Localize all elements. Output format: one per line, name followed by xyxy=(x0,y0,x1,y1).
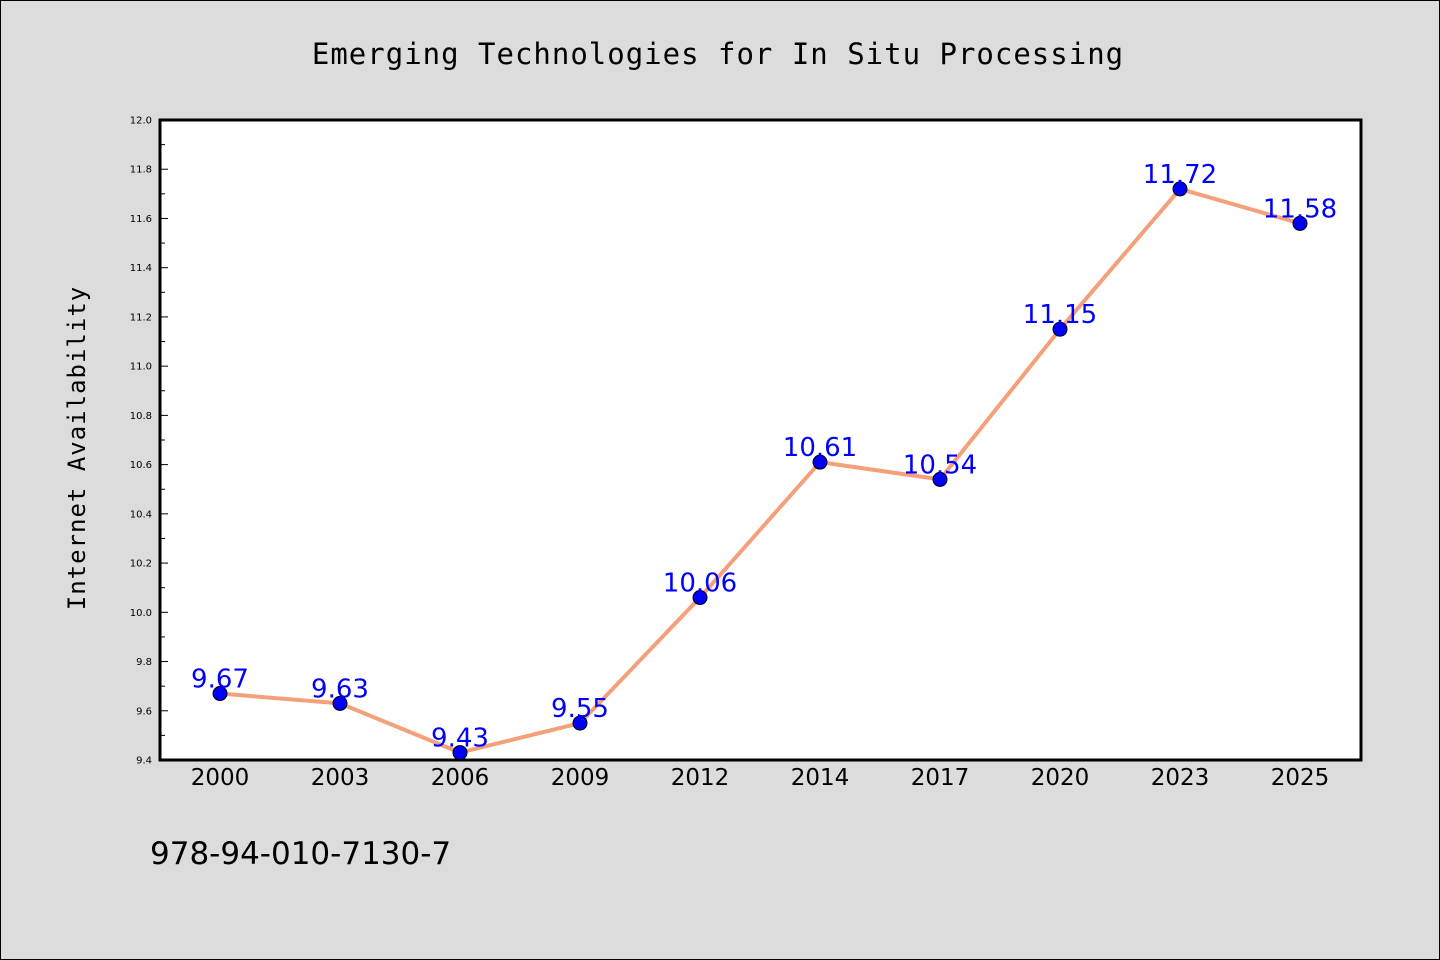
x-tick-label: 2014 xyxy=(791,765,850,791)
y-tick-label: 11.6 xyxy=(130,214,152,225)
data-label: 9.43 xyxy=(431,724,489,754)
y-tick-label: 11.0 xyxy=(130,362,152,373)
x-tick-label: 2003 xyxy=(311,765,370,791)
data-label: 9.63 xyxy=(311,674,369,704)
y-tick-label: 10.4 xyxy=(130,509,152,520)
data-label: 11.15 xyxy=(1023,300,1097,330)
x-tick-label: 2017 xyxy=(911,765,970,791)
data-point xyxy=(572,715,588,731)
y-tick-label: 10.2 xyxy=(130,559,152,570)
x-axis: 2000 2003 2006 2009 2012 2014 2017 2020 2023 2025 xyxy=(191,765,1330,791)
x-tick-label: 2020 xyxy=(1031,765,1090,791)
data-label: 10.54 xyxy=(903,450,977,480)
y-tick-label: 11.2 xyxy=(130,312,152,323)
y-tick-label: 9.8 xyxy=(136,657,152,668)
data-label: 10.06 xyxy=(663,569,737,599)
data-label: 9.67 xyxy=(191,665,249,695)
y-tick-label: 10.6 xyxy=(130,460,152,471)
x-tick-label: 2023 xyxy=(1151,765,1210,791)
data-label: 11.58 xyxy=(1263,194,1337,224)
data-point xyxy=(692,590,708,606)
data-point xyxy=(812,454,828,470)
y-axis-label: Internet Availability xyxy=(63,286,91,610)
data-point xyxy=(1052,321,1068,337)
y-axis: 9.4 9.6 9.8 10.0 10.2 10.4 10.6 10.8 11.0 11.2 11.… xyxy=(130,116,168,767)
y-tick-label: 11.4 xyxy=(130,263,152,274)
footer-code: 978-94-010-7130-7 xyxy=(150,836,451,872)
x-tick-label: 2000 xyxy=(191,765,250,791)
data-point xyxy=(1292,215,1308,231)
data-point xyxy=(332,695,348,711)
x-tick-label: 2009 xyxy=(551,765,610,791)
x-tick-label: 2025 xyxy=(1271,765,1330,791)
plot-area xyxy=(158,118,1363,762)
x-tick-label: 2006 xyxy=(431,765,490,791)
data-labels: 9.67 9.63 9.43 9.55 10.06 10.61 10.54 11.15 11.7… xyxy=(191,160,1337,754)
data-label: 11.72 xyxy=(1143,160,1217,190)
data-label: 9.55 xyxy=(551,694,609,724)
y-tick-label: 9.6 xyxy=(136,706,152,717)
y-tick-label: 11.8 xyxy=(130,165,152,176)
y-tick-label: 9.4 xyxy=(136,756,152,767)
data-point xyxy=(932,471,948,487)
y-tick-label: 12.0 xyxy=(130,116,152,127)
data-label: 10.61 xyxy=(783,433,857,463)
data-point xyxy=(212,686,228,702)
y-tick-label: 10.8 xyxy=(130,411,152,422)
x-tick-label: 2012 xyxy=(671,765,730,791)
series-line xyxy=(218,186,1302,755)
y-tick-label: 10.0 xyxy=(130,608,152,619)
series-markers xyxy=(212,181,1308,761)
chart-title: Emerging Technologies for In Situ Proces… xyxy=(312,37,1124,71)
data-point xyxy=(452,745,468,761)
data-point xyxy=(1172,181,1188,197)
